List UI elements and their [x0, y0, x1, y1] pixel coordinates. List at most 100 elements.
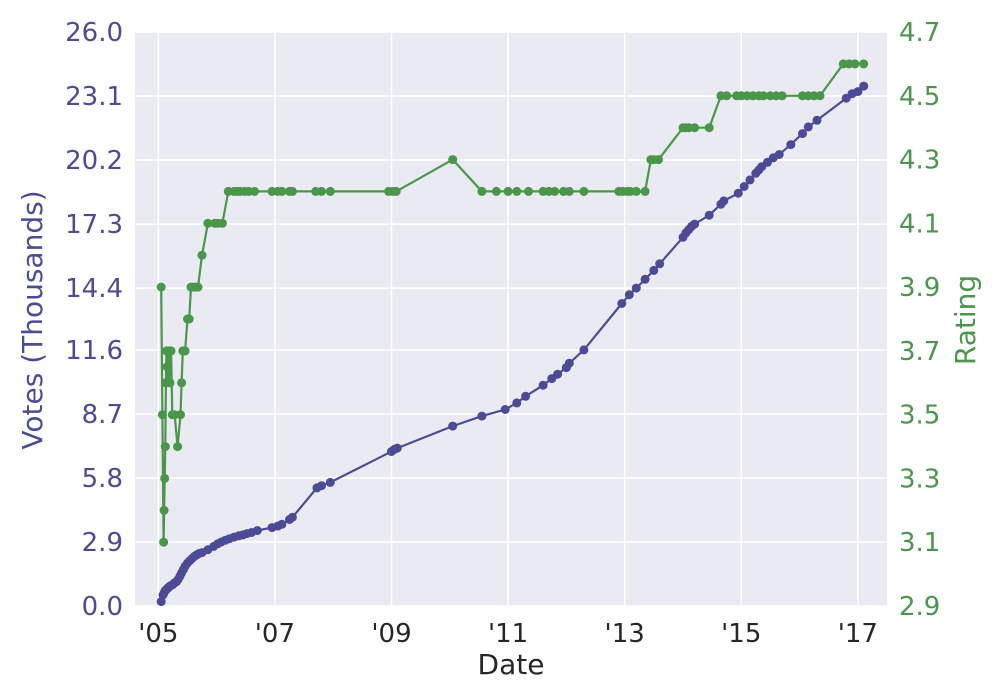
- x-axis-label: Date: [478, 648, 545, 681]
- data-point-rating: [156, 282, 166, 292]
- data-point-rating: [550, 186, 560, 196]
- x-tick-label: '17: [838, 619, 878, 649]
- x-tick-label: '09: [371, 619, 411, 649]
- data-point-votes: [733, 188, 743, 198]
- data-point-votes: [655, 259, 665, 269]
- left-tick-label: 20.2: [65, 146, 123, 176]
- right-tick-label: 4.3: [899, 146, 940, 176]
- data-point-votes: [719, 196, 729, 206]
- data-point-rating: [850, 59, 860, 69]
- data-point-votes: [624, 290, 634, 300]
- left-tick-label: 23.1: [65, 82, 123, 112]
- data-point-rating: [165, 378, 175, 388]
- left-tick-label: 17.3: [65, 210, 123, 240]
- data-point-votes: [690, 219, 700, 229]
- data-point-rating: [177, 378, 187, 388]
- data-point-rating: [317, 186, 326, 196]
- series-votes: [156, 81, 869, 607]
- data-point-rating: [654, 155, 663, 165]
- data-point-votes: [564, 358, 574, 368]
- data-point-rating: [815, 91, 825, 101]
- data-point-rating: [277, 186, 287, 196]
- data-point-votes: [786, 140, 796, 150]
- data-point-rating: [503, 186, 513, 196]
- left-tick-label: 11.6: [65, 336, 123, 366]
- data-point-votes: [392, 443, 402, 453]
- data-point-rating: [524, 186, 533, 196]
- data-point-votes: [448, 421, 458, 431]
- data-point-votes: [512, 398, 522, 408]
- data-point-rating: [203, 218, 213, 228]
- plot-area: [135, 32, 887, 606]
- data-point-rating: [159, 537, 169, 547]
- x-tick-label: '11: [488, 619, 528, 649]
- data-point-votes: [745, 175, 755, 185]
- data-point-votes: [774, 150, 784, 159]
- data-point-rating: [250, 186, 259, 196]
- data-point-rating: [160, 473, 170, 483]
- data-point-votes: [798, 129, 807, 139]
- x-tick-label: '07: [255, 619, 295, 649]
- right-tick-label: 3.5: [899, 401, 940, 431]
- data-point-rating: [758, 91, 768, 101]
- x-tick-label: '13: [605, 619, 645, 649]
- data-point-rating: [325, 186, 335, 196]
- x-tick-label: '15: [721, 619, 761, 649]
- right-tick-label: 3.1: [899, 528, 940, 558]
- data-point-votes: [477, 411, 487, 421]
- data-point-rating: [448, 155, 458, 165]
- data-point-votes: [579, 345, 589, 355]
- left-tick-label: 0.0: [82, 592, 123, 622]
- data-point-rating: [722, 91, 732, 101]
- data-point-rating: [159, 505, 169, 515]
- right-tick-label: 3.7: [899, 337, 940, 367]
- data-point-votes: [500, 405, 510, 414]
- right-axis-ticks: 2.9 3.1 3.3 3.5 3.7 3.9 4.1 4.3 4.5 4.7: [899, 18, 940, 622]
- data-point-votes: [649, 265, 659, 275]
- right-tick-label: 4.7: [899, 18, 940, 48]
- data-point-votes: [553, 369, 563, 379]
- data-point-votes: [631, 283, 641, 293]
- x-tick-label: '05: [138, 619, 178, 649]
- data-point-rating: [640, 186, 650, 196]
- data-point-votes: [317, 481, 326, 491]
- left-axis-label: Votes (Thousands): [16, 190, 49, 449]
- data-point-rating: [197, 250, 207, 260]
- right-tick-label: 4.5: [899, 82, 940, 112]
- right-tick-label: 3.9: [899, 273, 940, 303]
- data-point-rating: [579, 186, 589, 196]
- grid-lines: [135, 31, 887, 607]
- data-point-votes: [287, 512, 297, 522]
- data-point-rating: [173, 442, 183, 452]
- left-tick-label: 14.4: [65, 274, 123, 304]
- right-tick-label: 4.1: [899, 209, 940, 239]
- data-point-votes: [812, 115, 822, 125]
- data-point-votes: [704, 210, 714, 220]
- data-point-votes: [538, 380, 548, 390]
- data-point-rating: [180, 346, 190, 356]
- data-point-votes: [325, 477, 335, 487]
- x-axis-ticks: '05 '07 '09 '11 '13 '15 '17: [138, 619, 878, 649]
- data-point-votes: [859, 81, 869, 91]
- data-point-rating: [160, 442, 170, 452]
- data-point-rating: [564, 186, 574, 196]
- data-point-rating: [217, 218, 227, 228]
- data-point-rating: [631, 186, 641, 196]
- series-layer: [156, 59, 869, 607]
- data-point-votes: [640, 274, 650, 284]
- data-point-rating: [704, 123, 714, 133]
- series-rating: [156, 59, 869, 547]
- data-point-rating: [162, 362, 172, 372]
- left-tick-label: 5.8: [82, 464, 123, 494]
- data-point-rating: [166, 346, 176, 356]
- data-point-rating: [690, 123, 700, 133]
- data-point-votes: [277, 519, 287, 529]
- data-point-rating: [477, 186, 487, 196]
- left-tick-label: 8.7: [82, 400, 123, 430]
- right-axis-label: Rating: [949, 275, 982, 365]
- data-point-rating: [184, 314, 194, 324]
- left-tick-label: 2.9: [82, 528, 123, 558]
- data-point-rating: [391, 186, 401, 196]
- data-point-rating: [176, 410, 185, 420]
